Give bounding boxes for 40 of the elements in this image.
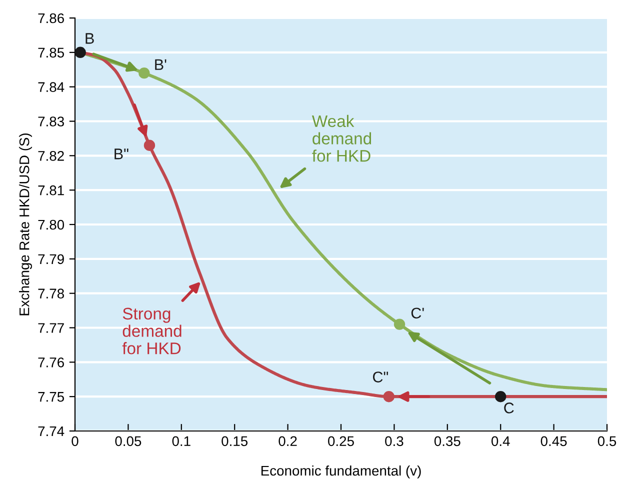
- y-tick-label: 7.75: [38, 392, 64, 402]
- y-tick-label: 7.80: [38, 220, 64, 230]
- y-tick-label: 7.76: [38, 358, 64, 368]
- y-tick-label: 7.81: [38, 185, 64, 196]
- x-tick-label: 0.25: [328, 436, 354, 446]
- annotation: C': [411, 308, 424, 319]
- y-tick-label: 7.86: [38, 13, 64, 24]
- x-tick-label: 0.2: [278, 436, 297, 446]
- annotation: C": [372, 372, 388, 382]
- point: [138, 67, 150, 79]
- y-tick-label: 7.77: [38, 323, 64, 333]
- annotation: B": [114, 148, 128, 160]
- point: [75, 46, 86, 58]
- x-tick-label: 0.3: [385, 436, 404, 446]
- point: [494, 390, 506, 402]
- x-tick-label: 0.5: [598, 436, 616, 446]
- y-tick-label: 7.79: [38, 254, 64, 264]
- x-tick-label: 0: [72, 436, 78, 446]
- x-tick-label: 0.15: [222, 436, 248, 446]
- x-tick-label: 0.1: [172, 436, 190, 446]
- x-tick-label: 0.35: [434, 436, 460, 446]
- y-tick-label: 7.83: [38, 116, 64, 126]
- y-axis-title: Exchange Rate HKD/USD (S): [19, 134, 32, 316]
- y-tick-label: 7.78: [38, 288, 64, 299]
- y-tick-label: 7.82: [38, 151, 64, 161]
- point: [394, 318, 406, 330]
- x-tick-label: 0.4: [491, 436, 510, 446]
- annotation: C: [504, 402, 514, 414]
- point: [383, 390, 394, 402]
- x-tick-label: 0.45: [540, 436, 567, 446]
- annotation: B': [155, 59, 166, 70]
- y-tick-label: 7.85: [38, 48, 64, 58]
- annotation: Weak demand for HKD: [312, 114, 372, 162]
- annotation: B: [86, 33, 94, 44]
- point: [144, 140, 156, 151]
- y-tick-label: 7.74: [38, 426, 64, 436]
- y-tick-label: 7.84: [38, 82, 64, 92]
- annotation: Strong demand for HKD: [122, 308, 182, 354]
- x-tick-label: 0.05: [115, 436, 142, 446]
- x-axis-title: Economic fundamental (v): [261, 465, 421, 478]
